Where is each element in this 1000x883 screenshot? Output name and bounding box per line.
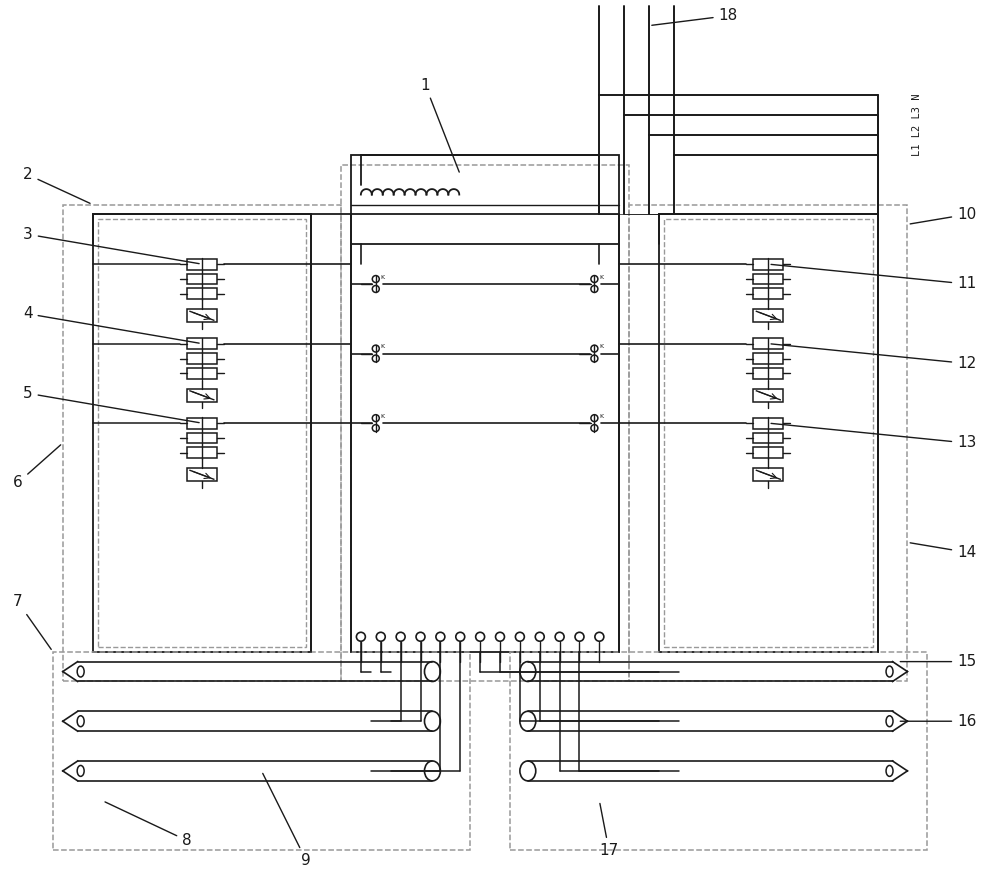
Text: 16: 16 bbox=[900, 713, 976, 728]
Text: K: K bbox=[599, 344, 603, 349]
Bar bbox=[753, 468, 783, 481]
Bar bbox=[510, 652, 927, 850]
Text: 6: 6 bbox=[13, 445, 61, 490]
Bar bbox=[187, 433, 217, 443]
Bar bbox=[753, 368, 783, 379]
Bar bbox=[753, 448, 783, 458]
Bar bbox=[187, 289, 217, 299]
Bar bbox=[98, 219, 306, 646]
Bar bbox=[753, 309, 783, 322]
Text: 13: 13 bbox=[771, 423, 976, 450]
Bar bbox=[341, 165, 629, 682]
Bar bbox=[187, 389, 217, 402]
Bar bbox=[753, 274, 783, 284]
Bar bbox=[753, 389, 783, 402]
Bar bbox=[187, 274, 217, 284]
Text: 4: 4 bbox=[23, 306, 199, 343]
Bar bbox=[351, 155, 619, 245]
Bar bbox=[63, 205, 341, 682]
Text: 11: 11 bbox=[771, 264, 976, 291]
Bar bbox=[753, 289, 783, 299]
Text: 14: 14 bbox=[910, 543, 976, 560]
Text: 7: 7 bbox=[13, 594, 51, 649]
Bar bbox=[351, 215, 619, 652]
Bar bbox=[187, 418, 217, 428]
Text: L1 L2 L3 N: L1 L2 L3 N bbox=[912, 94, 922, 156]
Bar bbox=[93, 215, 311, 652]
Bar bbox=[753, 433, 783, 443]
Text: 15: 15 bbox=[900, 654, 976, 669]
Bar bbox=[187, 309, 217, 322]
Text: K: K bbox=[381, 275, 385, 280]
Text: 12: 12 bbox=[771, 343, 976, 371]
Text: 5: 5 bbox=[23, 386, 199, 423]
Bar bbox=[659, 215, 878, 652]
Text: 8: 8 bbox=[105, 802, 192, 848]
Text: 2: 2 bbox=[23, 167, 90, 203]
Bar bbox=[753, 338, 783, 349]
Text: 18: 18 bbox=[652, 8, 738, 26]
Bar bbox=[187, 259, 217, 269]
Bar bbox=[53, 652, 470, 850]
Text: 9: 9 bbox=[263, 774, 311, 868]
Bar bbox=[664, 219, 873, 646]
Bar bbox=[187, 353, 217, 364]
Bar bbox=[629, 205, 907, 682]
Text: 3: 3 bbox=[23, 227, 199, 264]
Bar bbox=[187, 338, 217, 349]
Text: 1: 1 bbox=[421, 78, 459, 172]
Bar bbox=[187, 368, 217, 379]
Bar bbox=[187, 448, 217, 458]
Text: 17: 17 bbox=[599, 804, 619, 858]
Text: K: K bbox=[599, 275, 603, 280]
Text: K: K bbox=[381, 344, 385, 349]
Text: K: K bbox=[381, 413, 385, 419]
Text: 10: 10 bbox=[910, 207, 976, 224]
Bar bbox=[753, 259, 783, 269]
Bar bbox=[753, 353, 783, 364]
Bar bbox=[187, 468, 217, 481]
Bar bbox=[753, 418, 783, 428]
Text: K: K bbox=[599, 413, 603, 419]
